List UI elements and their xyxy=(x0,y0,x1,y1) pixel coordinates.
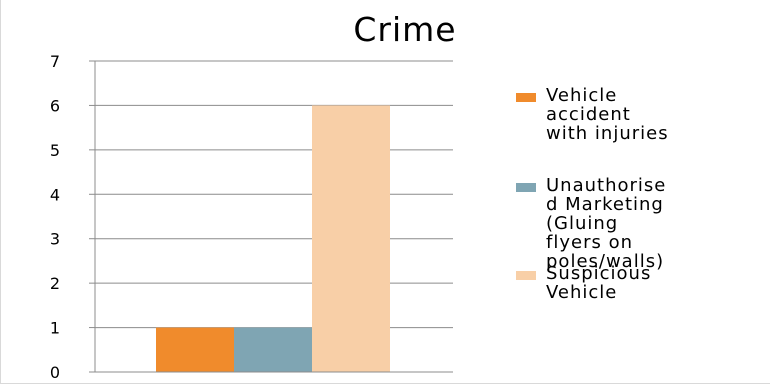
y-tick-label: 1 xyxy=(50,319,60,338)
legend-swatch xyxy=(516,93,536,102)
legend-label: Suspicious Vehicle xyxy=(546,263,652,303)
y-tick-label: 6 xyxy=(50,96,60,115)
bar xyxy=(234,327,312,372)
y-tick-label: 4 xyxy=(50,185,60,204)
y-tick-label: 3 xyxy=(50,230,60,249)
y-tick-label: 5 xyxy=(50,141,60,160)
y-tick-label: 2 xyxy=(50,274,60,293)
legend-label: Unauthorise d Marketing (Gluing flyers o… xyxy=(546,175,667,272)
legend-swatch xyxy=(516,271,536,280)
legend-label: Vehicle accident with injuries xyxy=(546,85,669,144)
bar xyxy=(156,327,234,372)
legend-swatch xyxy=(516,183,536,192)
chart-title: Crime xyxy=(353,10,457,49)
y-tick-label: 0 xyxy=(50,363,60,382)
bar xyxy=(312,105,390,372)
y-tick-label: 7 xyxy=(50,52,60,71)
